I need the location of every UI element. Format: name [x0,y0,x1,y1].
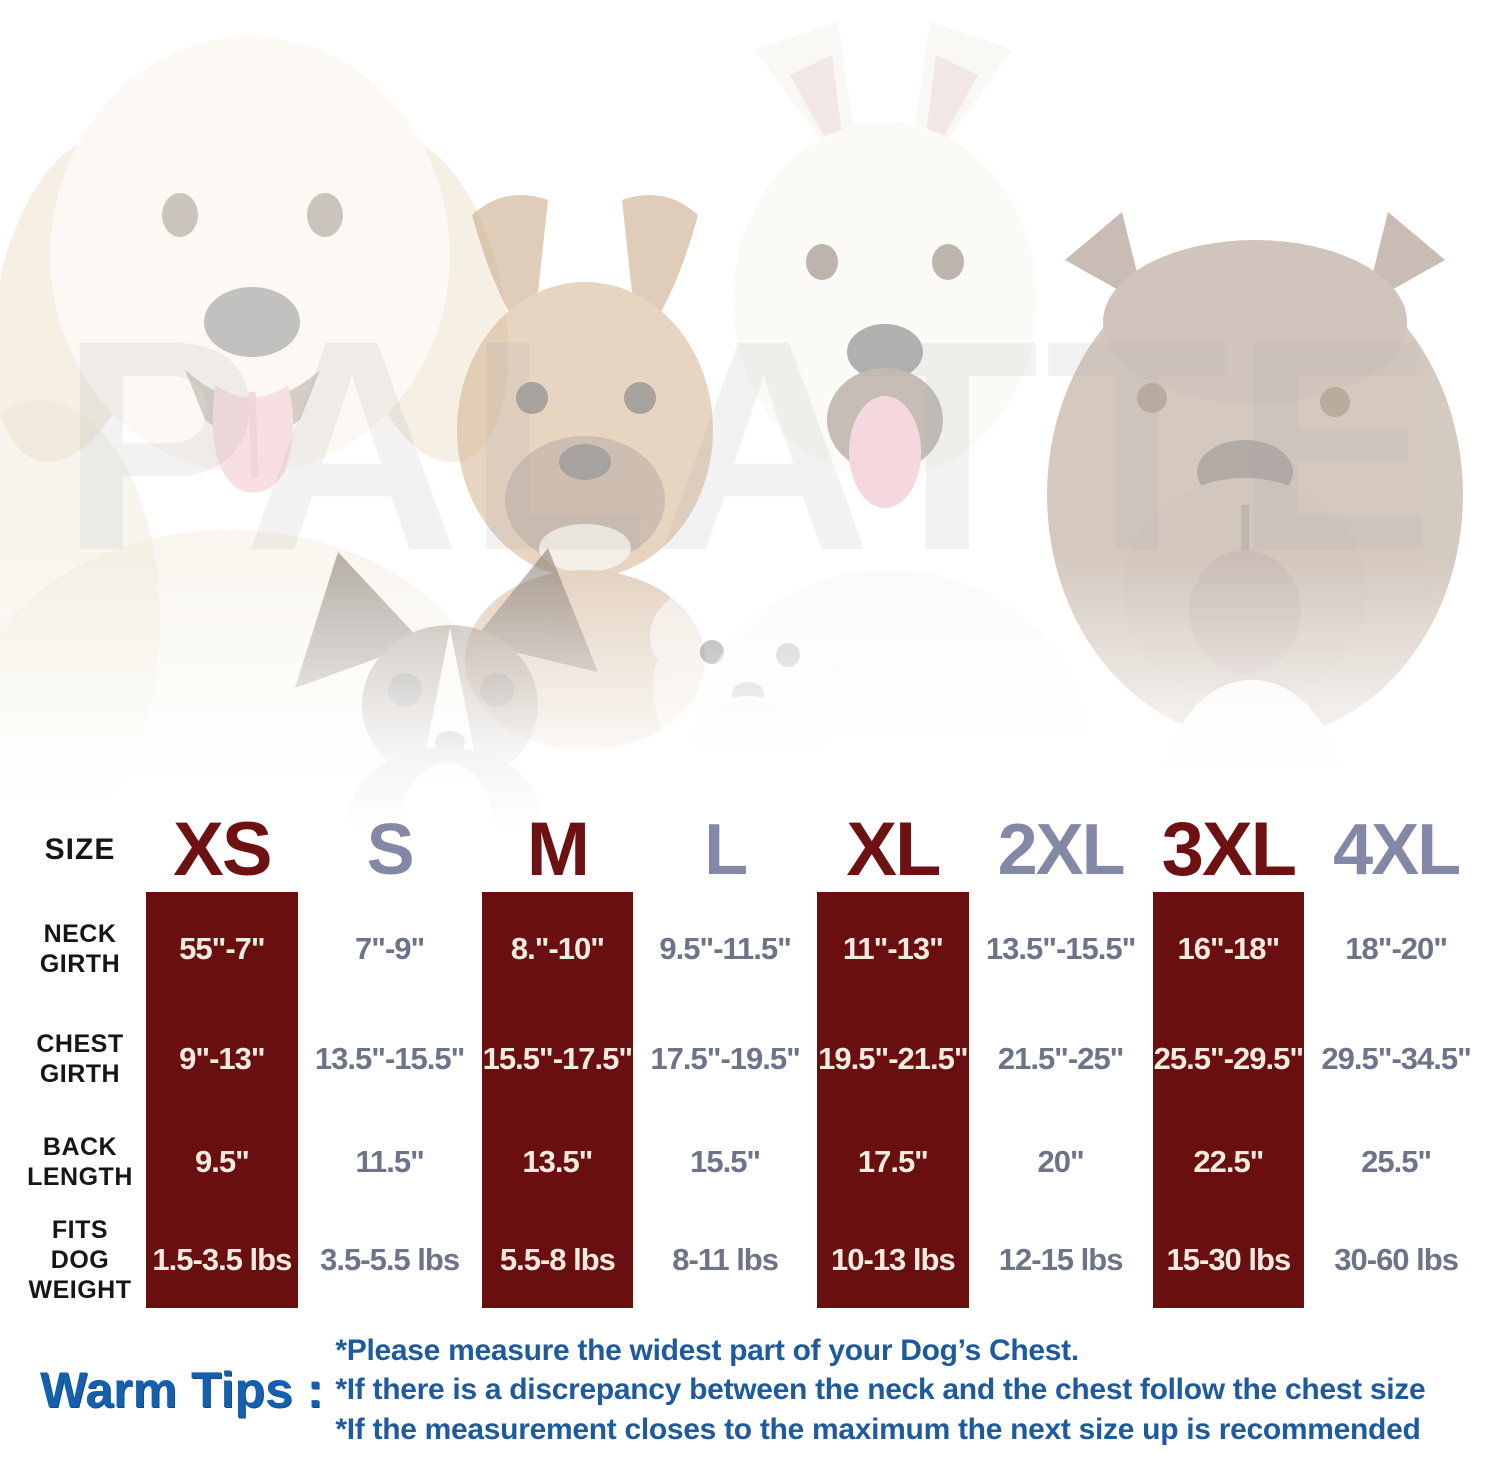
row-label-back-length: BACK LENGTH [27,1133,133,1191]
table-cell: 10-13 lbs [809,1212,977,1308]
header-cell-m: M [526,807,590,892]
table-cell: 18"-20" [1345,931,1448,966]
bottom-fog-fade [0,560,1500,830]
table-cell: 9.5" [138,1112,306,1212]
table-cell: 8-11 lbs [672,1242,779,1277]
table-cell: 11"-13" [809,892,977,1006]
table-cell: 5.5-8 lbs [474,1212,642,1308]
table-cell: 15-30 lbs [1145,1212,1313,1308]
header-cell-2xl: 2XL [997,810,1126,890]
tip-line: *If the measurement closes to the maximu… [335,1412,1421,1446]
table-cell: 13.5" [474,1112,642,1212]
table-cell: 20" [1037,1144,1085,1179]
header-cell-s: S [366,810,415,890]
tip-line: *Please measure the widest part of your … [335,1333,1079,1367]
brand-watermark: PALATTE [59,277,1441,613]
table-cell: 9.5"-11.5" [659,931,791,966]
header-cell-xs: XS [173,807,272,892]
table-cell: 13.5"-15.5" [314,1041,465,1076]
table-cell: 17.5" [809,1112,977,1212]
row-label-fits-dog-weight: FITS DOG WEIGHT [28,1216,132,1304]
table-cell: 11.5" [355,1144,424,1179]
table-cell: 25.5"-29.5" [1145,1006,1313,1112]
table-cell: 7"-9" [355,931,425,966]
table-cell: 25.5" [1361,1144,1432,1179]
table-cell: 16"-18" [1145,892,1313,1006]
row-label-neck-girth: NECK GIRTH [39,920,121,978]
warm-tips-list: *Please measure the widest part of your … [335,1331,1425,1450]
table-cell: 30-60 lbs [1334,1242,1459,1277]
table-cell: 13.5"-15.5" [985,931,1136,966]
table-cell: 17.5"-19.5" [650,1041,800,1076]
table-cell: 55"-7" [138,892,306,1006]
table-cell: 29.5"-34.5" [1321,1041,1471,1076]
header-cell-xl: XL [846,807,941,892]
table-cell: 9"-13" [138,1006,306,1112]
row-label-chest-girth: CHEST GIRTH [36,1030,124,1088]
header-cell-3xl: 3XL [1161,807,1297,892]
dog-photo-collage: PALATTE [0,22,1500,830]
header-cell-4xl: 4XL [1333,810,1461,890]
size-table: SIZE XS S M L XL 2XL 3XL 4XL NECK GIRTH … [22,808,1480,1308]
table-cell: 15.5" [690,1144,761,1179]
table-cell: 22.5" [1145,1112,1313,1212]
table-cell: 12-15 lbs [998,1242,1124,1277]
warm-tips-heading: Warm Tips : [40,1362,324,1418]
table-cell: 19.5"-21.5" [809,1006,977,1112]
table-cell: 15.5"-17.5" [474,1006,642,1112]
size-corner-label: SIZE [44,833,116,866]
table-cell: 1.5-3.5 lbs [138,1212,306,1308]
table-cell: 8."-10" [474,892,642,1006]
warm-tips-section: Warm Tips : *Please measure the widest p… [40,1330,1480,1450]
table-cell: 21.5"-25" [997,1041,1125,1076]
header-cell-l: L [704,810,748,890]
tip-line: *If there is a discrepancy between the n… [335,1373,1426,1407]
table-cell: 3.5-5.5 lbs [320,1242,460,1277]
